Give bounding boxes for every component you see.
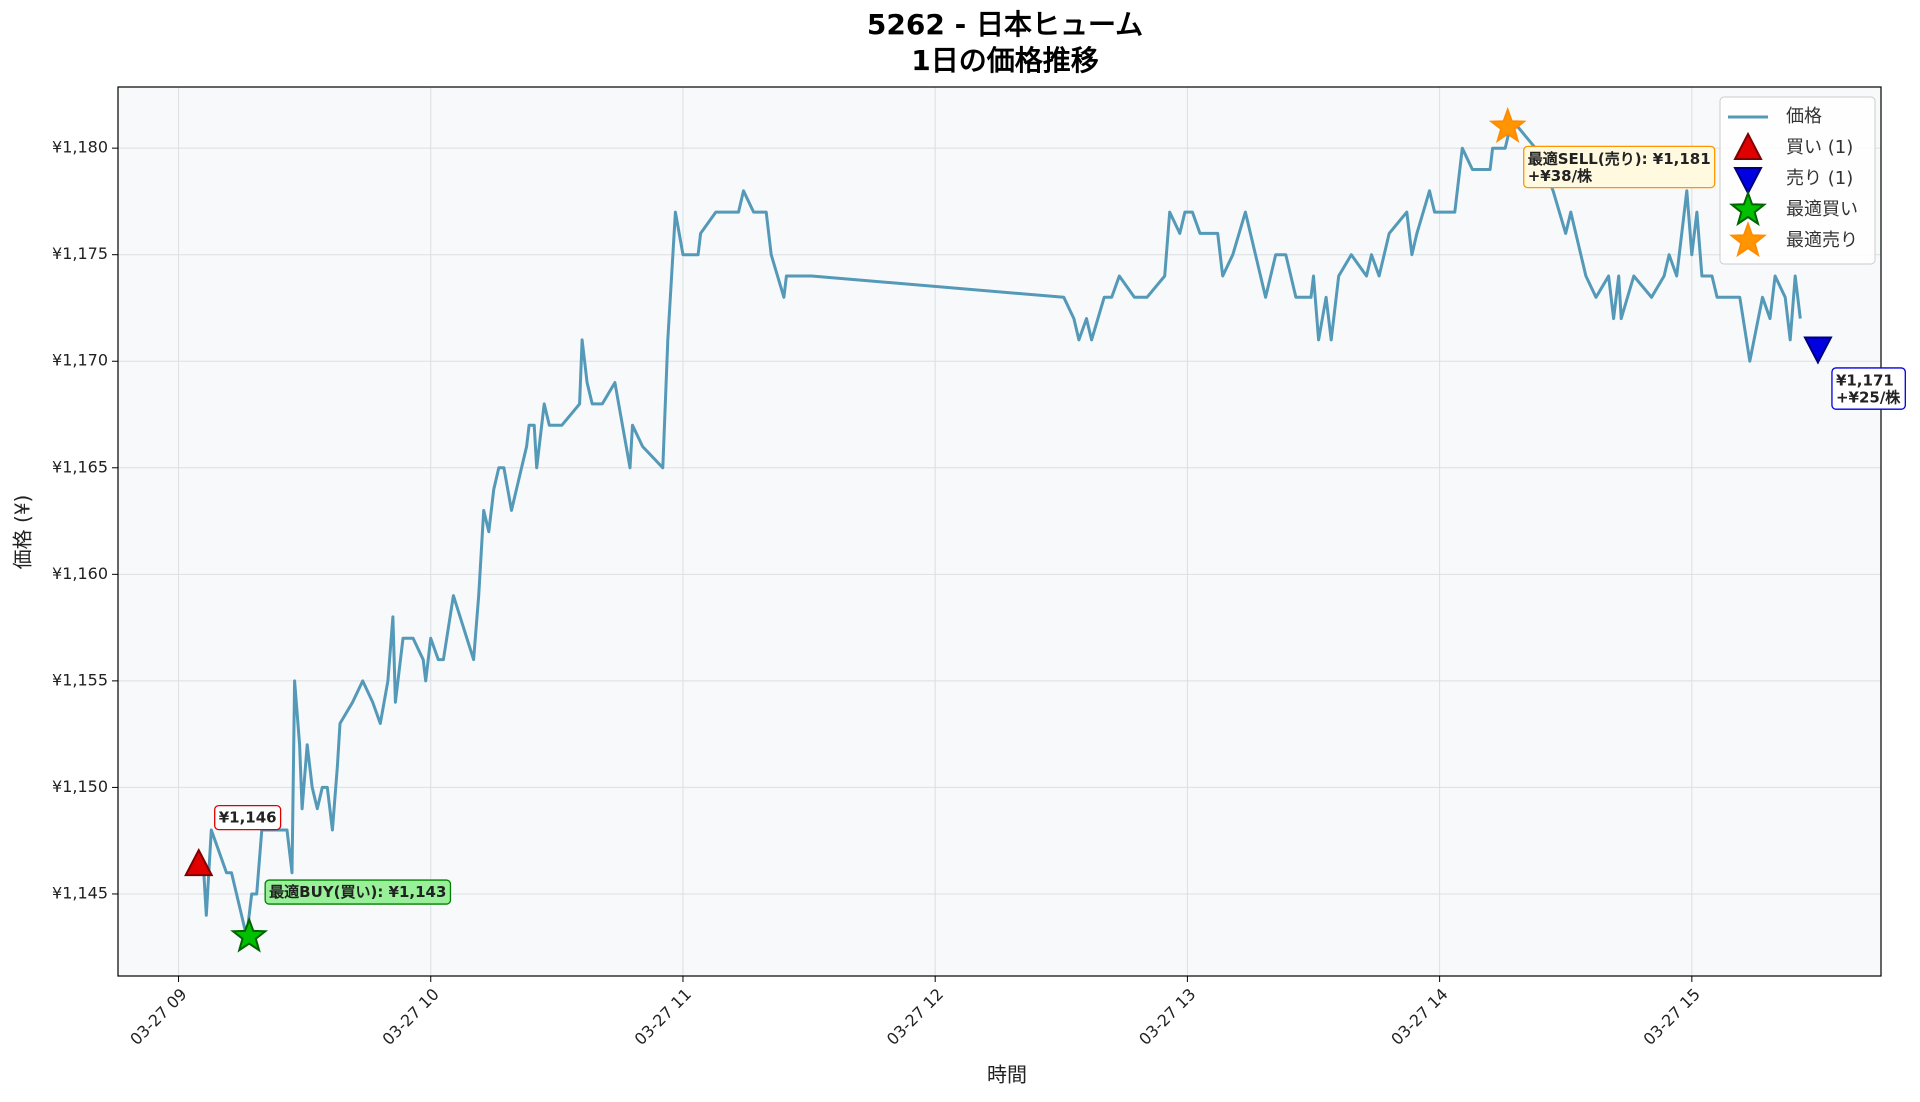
price-line	[193, 125, 1802, 939]
plot-area	[118, 87, 1881, 976]
x-tick-label: 03-27 13	[1135, 985, 1199, 1049]
x-tick-label: 03-27 11	[631, 985, 695, 1049]
annotation-box	[214, 804, 282, 831]
annotation: ¥1,171 +¥25/株	[1831, 367, 1906, 410]
annotation-label: 最適BUY(買い): ¥1,143	[269, 883, 446, 901]
marker-triangle-up	[184, 847, 214, 877]
y-tick-label: ¥1,165	[52, 457, 108, 476]
legend-swatch	[1733, 167, 1763, 196]
y-tick-label: ¥1,160	[52, 564, 108, 583]
legend-swatch	[1729, 221, 1767, 258]
annotation-box	[1831, 367, 1906, 410]
x-axis-title: 時間	[987, 1063, 1027, 1087]
legend-swatch	[1729, 190, 1767, 227]
y-axis-title: 価格 (¥)	[11, 495, 35, 570]
x-tick-label: 03-27 12	[883, 985, 947, 1049]
x-tick-label: 03-27 09	[126, 985, 190, 1049]
chart-subtitle: 1日の価格推移	[911, 44, 1098, 77]
annotation-label: ¥1,146	[219, 809, 277, 827]
y-tick-label: ¥1,175	[52, 244, 108, 263]
annotation-label: 最適SELL(売り): ¥1,181 +¥38/株	[1528, 149, 1711, 184]
legend-label: 最適売り	[1786, 230, 1858, 251]
plot-frame	[117, 86, 1882, 977]
y-tick-label: ¥1,145	[52, 883, 108, 902]
x-tick-label: 03-27 15	[1640, 985, 1704, 1049]
y-tick-label: ¥1,170	[52, 351, 108, 370]
annotation: 最適BUY(買い): ¥1,143	[264, 879, 452, 905]
legend-label: 価格	[1786, 106, 1822, 127]
annotation: 最適SELL(売り): ¥1,181 +¥38/株	[1523, 145, 1716, 189]
marker-star	[230, 916, 269, 953]
legend-label: 最適買い	[1786, 199, 1858, 220]
y-tick-label: ¥1,180	[52, 138, 108, 157]
x-tick-label: 03-27 10	[378, 985, 442, 1049]
legend-label: 買い (1)	[1786, 137, 1853, 158]
annotation-label: ¥1,171 +¥25/株	[1836, 371, 1901, 406]
y-tick-label: ¥1,150	[52, 777, 108, 796]
annotation-box	[264, 879, 452, 905]
legend-box	[1719, 96, 1876, 265]
chart-title: 5262 - 日本ヒューム	[867, 8, 1143, 41]
annotation-box	[1523, 145, 1716, 189]
annotation: ¥1,146	[214, 804, 282, 831]
x-tick-label: 03-27 14	[1387, 985, 1451, 1049]
y-tick-label: ¥1,155	[52, 670, 108, 689]
marker-star	[1488, 106, 1527, 143]
legend-label: 売り (1)	[1786, 168, 1853, 189]
legend-swatch	[1733, 131, 1763, 160]
marker-triangle-down	[1803, 336, 1833, 365]
